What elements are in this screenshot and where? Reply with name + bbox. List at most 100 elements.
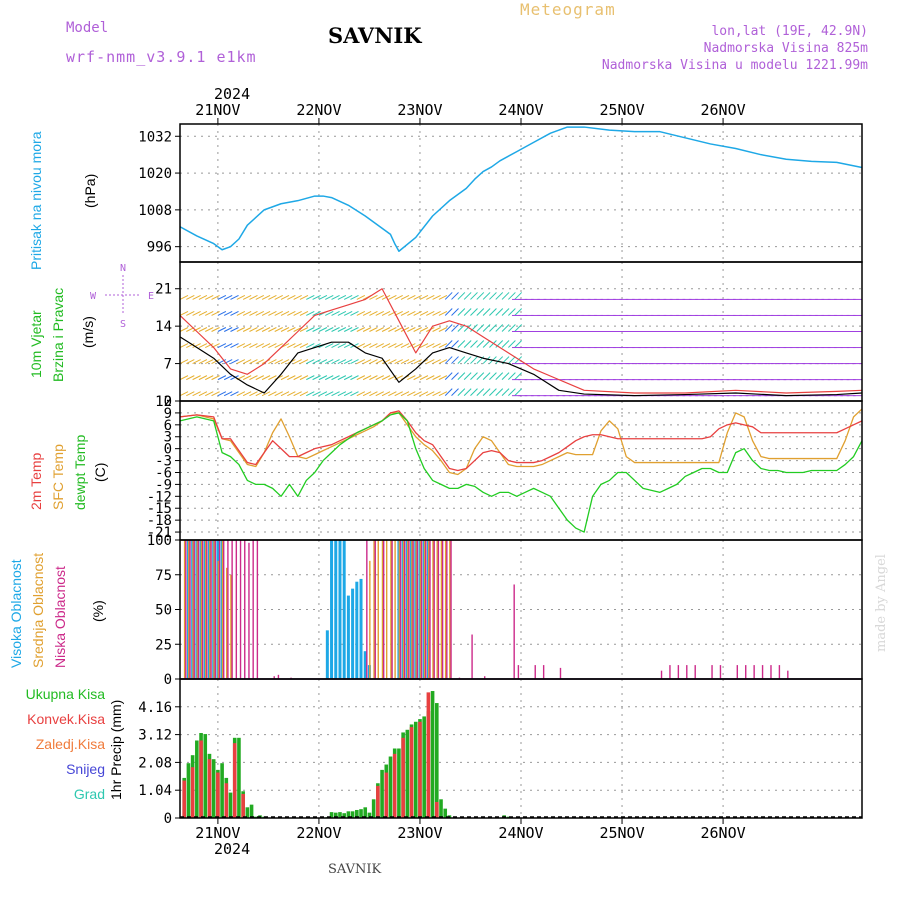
wind-barb [249,311,258,316]
wind-barb [318,359,328,365]
wind-barb [293,359,302,365]
wind-barb [444,372,453,380]
wind-barb [400,311,410,316]
temperature-ytick-label: -12 [147,489,172,505]
wind-barb [426,294,435,300]
cloud-bar [398,540,401,679]
wind-barb [369,359,378,365]
cloud-bar [239,540,242,679]
sfc-temp-line [179,408,863,476]
wind-barb [400,359,410,365]
wind-barb [501,388,510,397]
wind-barb [223,343,233,348]
wind-barb [331,294,340,300]
wind-barb [268,359,277,365]
wind-barb [230,294,239,300]
precip-conv-bar [207,759,212,818]
cloud-bar [188,540,190,679]
wind-barb [470,356,478,364]
wind-barb [205,294,214,300]
cloud-bar [513,584,515,679]
precip-conv-bar [241,793,245,818]
cloud-bar [423,540,426,679]
wind-barb [299,343,309,348]
pressure-ytick-label: 1008 [138,203,172,219]
precipitation-grid [175,679,862,819]
wind-barb [306,375,315,381]
wind-barb [400,391,410,397]
wind-barb [495,292,504,300]
wind-barb [501,372,510,380]
cloud-bar [534,665,536,679]
wind-barb [198,327,208,332]
cloud-bar [359,578,363,679]
wind-barb [482,340,491,348]
wind-barb [381,343,391,348]
wind-barb [255,343,265,348]
wind-barb [312,391,321,397]
cloud-ytick-label: 100 [147,533,172,549]
wind-barb [331,391,340,397]
wind-barb [413,375,422,381]
dewpoint-line [179,412,863,533]
wind-barb [451,356,459,364]
wind-barb [312,359,321,365]
wind-barb [350,391,359,397]
wind-barb [419,343,429,348]
wind-barb [419,327,429,332]
compass-west: W [90,291,97,302]
cloud-bar [377,540,379,679]
wind-barb [476,372,485,380]
precip-total-bar [443,808,448,818]
wind-barb [350,311,359,316]
precip-total-bar [249,804,254,818]
wind-barb [432,294,441,300]
wind-barb [489,292,497,300]
wind-barb [186,375,195,381]
wind-barb [242,359,252,365]
temperature-ytick-label: -6 [155,465,172,481]
wind-barb [205,359,214,365]
cloud-bar [248,542,250,679]
wind-barb [514,340,523,348]
cloud-bar [369,560,371,679]
wind-barb [438,359,448,365]
wind-barb [413,391,422,397]
wind-barb [337,375,347,381]
cloud-bar [273,676,275,679]
wind-barb [444,292,453,300]
cloud-bar [346,595,350,679]
wind-barb [186,294,195,300]
cloud-bar [196,540,198,679]
cloud-bar [373,540,375,679]
wind-barb [268,375,277,381]
cloud-bar [436,540,438,679]
wind-barb [362,375,372,381]
temperature-ytick-label: -21 [147,525,172,541]
wind-barb [217,391,227,397]
wind-barb [211,359,220,365]
cloud-bar [222,540,225,679]
wind-barb [325,327,334,332]
precip-total-bar [220,763,224,818]
wind-barb [444,388,453,397]
wind-barb [476,388,485,397]
page-title: SAVNIK [328,23,422,48]
wind-barb [331,311,340,316]
cloud-bar [433,540,435,679]
wind-barb [337,327,347,332]
cloud-bar [412,540,414,679]
wind-barb [394,391,403,397]
wind-barb [432,311,441,316]
wind-barb [261,327,271,332]
day-label-bottom: 22NOV [296,824,341,842]
wind-barb [350,294,359,300]
day-label-bottom: 24NOV [498,824,543,842]
wind-barb [325,294,334,300]
wind-barb [306,391,315,397]
wind-barb [482,292,491,300]
wind-barb [432,391,441,397]
cloud-bar [446,540,448,679]
pressure-ytick-label: 996 [147,240,172,256]
